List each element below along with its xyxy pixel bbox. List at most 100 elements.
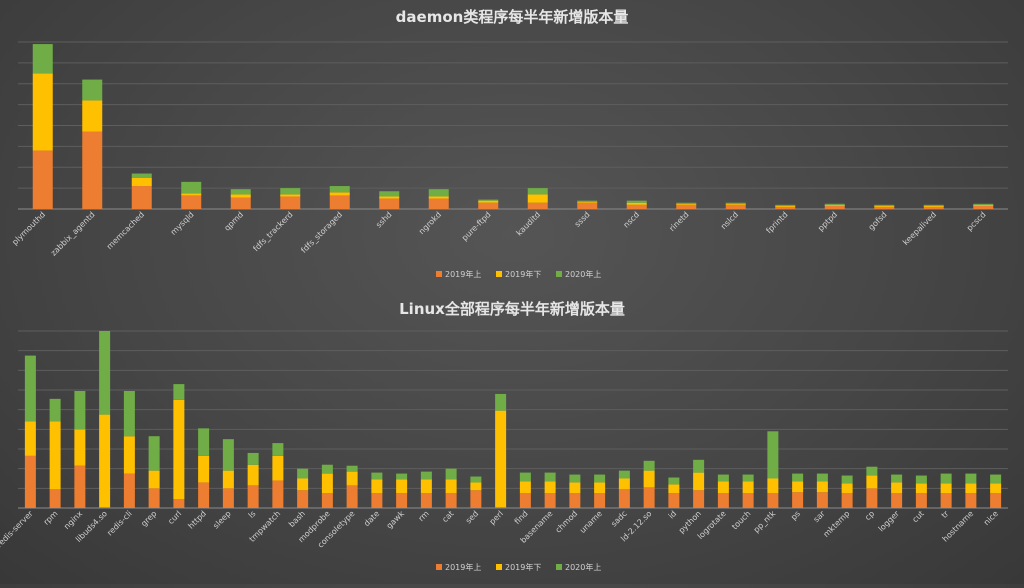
category-label: cat — [440, 509, 455, 524]
legend-swatch — [496, 271, 502, 277]
bar-segment — [676, 202, 697, 204]
bar-segment — [668, 493, 680, 508]
bar-segment — [32, 44, 53, 74]
bar-segment — [618, 478, 630, 490]
bar-segment — [428, 189, 449, 197]
legend-swatch — [436, 271, 442, 277]
bar-segment — [915, 493, 927, 508]
bar-segment — [940, 493, 952, 508]
bar-segment — [371, 472, 383, 480]
category-label: id — [667, 509, 679, 521]
bar-segment — [272, 455, 284, 481]
bar-segment — [123, 473, 135, 508]
category-label: nginx — [62, 509, 84, 531]
bar-segment — [230, 197, 251, 209]
bar-segment — [247, 464, 259, 486]
category-label: date — [362, 509, 381, 528]
bar-segment — [693, 490, 705, 508]
bar-segment — [379, 191, 400, 197]
bar-segment — [198, 482, 210, 508]
bar-segment — [495, 410, 507, 508]
category-label: touch — [730, 509, 752, 531]
bar-segment — [198, 455, 210, 483]
category-label: pure-ftpd — [460, 210, 493, 243]
bar-segment — [816, 481, 828, 493]
bar-segment — [280, 188, 301, 195]
bar-segment — [478, 200, 499, 203]
bar-segment — [82, 131, 103, 209]
bar-segment — [280, 196, 301, 209]
bar-segment — [569, 474, 581, 483]
bar-segment — [181, 195, 202, 209]
bar-segment — [346, 465, 358, 472]
bar-segment — [594, 474, 606, 483]
bar-segment — [131, 173, 152, 178]
chart-title: Linux全部程序每半年新增版本量 — [399, 300, 625, 318]
bar-segment — [874, 206, 895, 209]
bar-segment — [321, 473, 333, 494]
bar-segment — [173, 499, 185, 508]
bar-segment — [973, 204, 994, 206]
bar-segment — [148, 488, 160, 508]
category-label: httpd — [186, 509, 208, 531]
bar-segment — [82, 100, 103, 132]
bar-segment — [527, 188, 548, 195]
bar-segment — [346, 471, 358, 486]
bar-segment — [297, 468, 309, 479]
category-label: pcscd — [965, 210, 988, 233]
bar-segment — [519, 472, 531, 482]
category-label: cut — [911, 509, 926, 524]
bar-segment — [569, 493, 581, 508]
bar-segment — [668, 477, 680, 485]
bar-segment — [173, 384, 185, 400]
bar-segment — [181, 181, 202, 194]
bar-segment — [82, 79, 103, 101]
category-label: kauditd — [515, 210, 543, 238]
bar-segment — [990, 474, 1002, 484]
bar-segment — [478, 199, 499, 201]
category-label: perl — [488, 509, 505, 526]
bar-segment — [775, 206, 796, 209]
bar-segment — [618, 489, 630, 508]
category-label: sed — [464, 509, 480, 525]
category-label: rm — [417, 509, 431, 523]
category-label: memcached — [105, 210, 146, 251]
bar-segment — [594, 482, 606, 494]
bar-segment — [725, 203, 746, 205]
bar-segment — [371, 479, 383, 494]
bar-segment — [470, 482, 482, 491]
bar-segment — [280, 194, 301, 197]
category-label: gofsd — [867, 210, 889, 232]
bar-segment — [247, 485, 259, 508]
bar-segment — [346, 485, 358, 508]
category-label: ls — [247, 509, 258, 520]
category-label: rpm — [42, 509, 60, 527]
bar-segment — [577, 202, 598, 209]
bar-segment — [230, 194, 251, 198]
bar-segment — [577, 201, 598, 203]
bar-segment — [676, 203, 697, 205]
bar-segment — [891, 482, 903, 494]
category-label: redis-server — [0, 509, 35, 550]
category-label: fprintd — [764, 210, 789, 235]
bar-segment — [519, 493, 531, 508]
bar-segment — [32, 73, 53, 151]
bar-segment — [841, 493, 853, 508]
bar-segment — [915, 483, 927, 494]
bar-segment — [725, 202, 746, 204]
bar-segment — [866, 488, 878, 508]
category-label: mysqld — [169, 210, 196, 237]
bar-segment — [742, 474, 754, 482]
bar-segment — [379, 196, 400, 199]
bar-segment — [396, 479, 408, 494]
category-label: nslcd — [719, 210, 740, 231]
category-label: gawk — [385, 509, 407, 531]
bar-segment — [874, 205, 895, 207]
bar-segment — [131, 177, 152, 187]
bar-segment — [527, 202, 548, 209]
bar-segment — [321, 493, 333, 508]
category-label: sssd — [573, 210, 592, 229]
